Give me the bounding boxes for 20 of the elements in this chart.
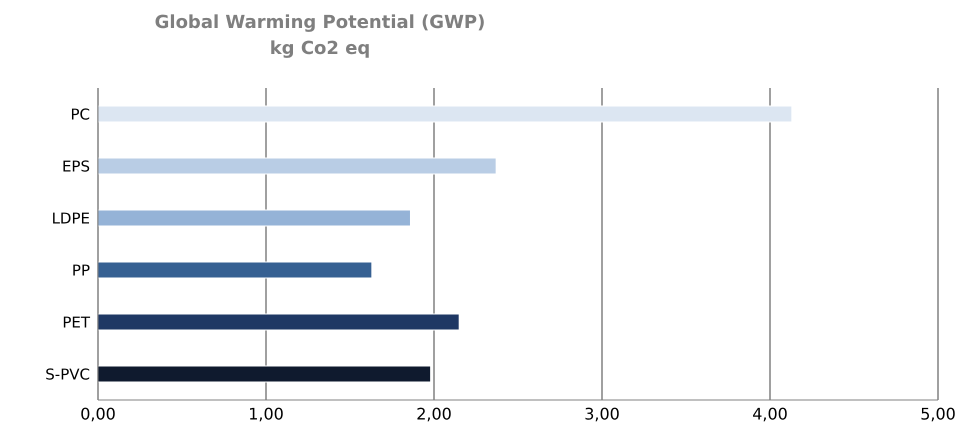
x-tick-label: 1,00 [248,404,284,424]
x-tick-label: 0,00 [80,404,116,424]
x-tick-label: 4,00 [752,404,788,424]
bar [98,366,432,382]
y-tick-label: PC [70,105,90,124]
bar [98,210,411,226]
x-tick-label: 5,00 [920,404,956,424]
chart-subtitle: kg Co2 eq [268,37,372,61]
y-tick-label: LDPE [52,209,90,228]
y-tick-label: PP [72,261,90,280]
y-tick-label: PET [62,313,91,332]
bar [98,158,497,174]
bar [98,106,792,122]
x-tick-label: 3,00 [584,404,620,424]
chart-title: Global Warming Potential (GWP) [154,11,486,35]
bar [98,314,460,330]
x-tick-label: 2,00 [416,404,452,424]
y-tick-label: S-PVC [45,365,90,384]
bar [98,262,372,278]
y-tick-label: EPS [62,157,90,176]
